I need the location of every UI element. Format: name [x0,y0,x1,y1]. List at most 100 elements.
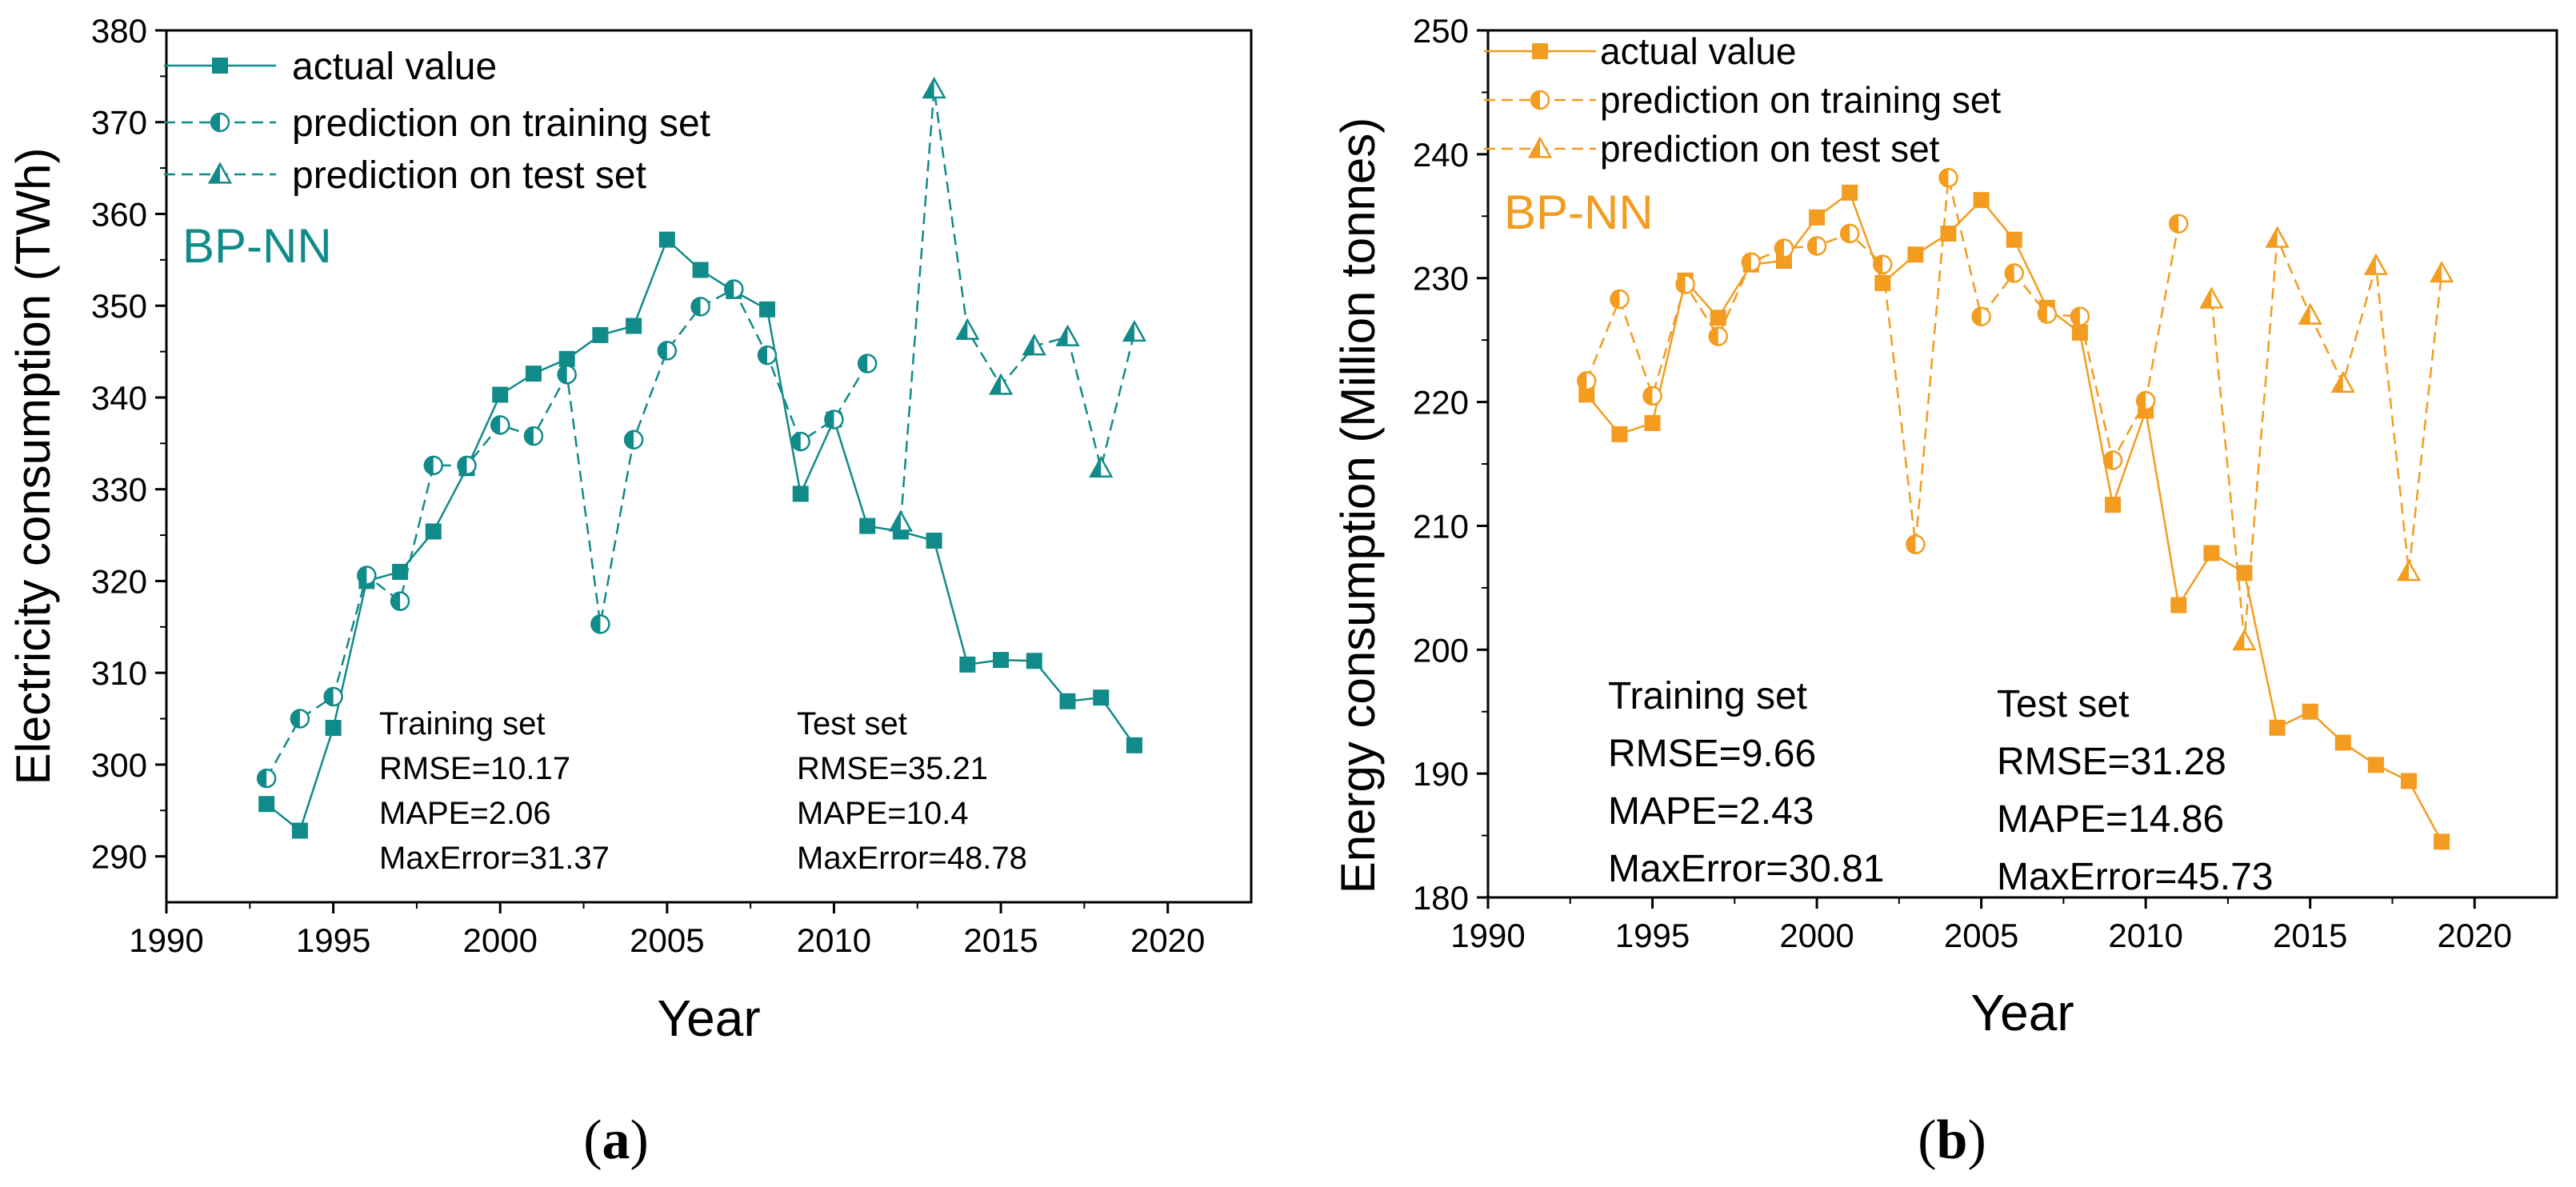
panel-b-x-axis-label: Year [1970,984,2074,1041]
legend-marker-half-triangle [207,162,233,184]
data-point-actual [2334,734,2351,751]
legend-label-training: prediction on training set [292,102,710,145]
data-point-actual [2401,773,2418,789]
y-tick-label: 190 [1413,755,1469,793]
data-point-test [1089,455,1114,478]
legend-label-training: prediction on training set [1600,79,2001,121]
data-point-test [1022,334,1046,356]
panel-b-chart: 1990 1995 2000 2005 2010 2015 2020 180 190 200 210… [1331,12,2558,1171]
data-point-test [2232,628,2257,651]
test-stats-rmse: RMSE=35.21 [797,751,988,786]
data-point-training [1642,386,1662,406]
data-point-training [256,768,277,789]
data-point-training [2102,450,2123,470]
data-point-actual [993,652,1010,669]
data-point-actual [291,822,308,839]
data-point-training [590,614,610,634]
y-tick-label: 360 [91,195,147,233]
data-point-actual [392,563,409,580]
data-point-actual [1710,310,1726,326]
data-point-actual [2071,324,2088,341]
x-tick-label: 1990 [129,921,203,959]
data-point-training [490,415,510,435]
panel-a-x-axis-label: Year [657,989,760,1047]
legend-label-actual: actual value [292,46,497,88]
data-point-actual [2367,757,2384,773]
panel-b-plot-frame [1486,29,2558,899]
y-tick-label: 380 [91,12,147,50]
data-point-test [2298,302,2322,325]
training-stats-heading: Training set [1608,675,1807,717]
data-point-training [657,341,678,361]
data-point-actual [1644,414,1661,431]
data-point-training [290,709,310,729]
test-stats-rmse: RMSE=31.28 [1997,741,2226,783]
y-tick-label: 240 [1413,136,1469,174]
x-tick-label: 2010 [797,921,871,959]
data-point-actual [2269,719,2286,736]
data-point-actual [1059,693,1076,709]
data-point-actual [525,366,542,382]
data-point-test [2330,370,2355,393]
data-point-actual [959,656,976,673]
y-tick-label: 370 [91,104,147,142]
test-stats-heading: Test set [797,706,907,741]
data-point-training [1938,168,1958,188]
data-point-test [2265,226,2290,248]
data-point-training [1971,306,1991,326]
panel-b-legend-actual: actual value [1484,30,1797,72]
x-tick-label: 2020 [2438,917,2512,954]
data-point-actual [792,486,809,502]
data-point-training [2037,304,2058,324]
data-point-training [2169,214,2189,234]
data-point-training [690,297,710,317]
test-stats-mape: MAPE=14.86 [1997,798,2224,841]
panel-a-test-stats: Test set RMSE=35.21 MAPE=10.4 MaxError=4… [797,706,1027,876]
data-point-training [1806,236,1827,256]
training-stats-rmse: RMSE=9.66 [1608,733,1816,775]
y-tick-label: 290 [91,838,147,876]
panel-a-ticks: 1990 1995 2000 2005 2010 2015 2020 290 300 310 320… [91,12,1205,959]
panel-a-model-label: BP-NN [182,219,332,273]
x-tick-label: 2005 [1944,917,2018,954]
legend-label-test: prediction on test set [292,154,646,197]
panel-a-chart: 1990 1995 2000 2005 2010 2015 2020 290 300 310 320… [6,12,1253,1171]
data-point-actual [626,318,642,334]
y-tick-label: 340 [91,379,147,417]
y-tick-label: 210 [1413,507,1469,545]
x-tick-label: 2000 [1779,917,1854,954]
data-point-test [988,373,1014,395]
panel-b-label: (b) [1918,1109,1986,1171]
data-point-actual [926,532,942,549]
panel-b-ticks: 1990 1995 2000 2005 2010 2015 2020 180 190 200 210… [1413,12,2512,954]
panel-b-model-label: BP-NN [1504,186,1654,239]
data-point-training [1741,252,1762,272]
data-point-test [922,76,946,99]
data-point-training [1708,326,1729,346]
series-line-1 [1586,178,2180,545]
data-point-actual [558,350,575,367]
data-point-actual [1940,225,1957,242]
panel-b-training-stats: Training set RMSE=9.66 MAPE=2.43 MaxErro… [1608,675,1885,890]
data-point-training [557,365,577,385]
y-tick-label: 200 [1413,631,1469,669]
data-point-actual [1874,274,1891,291]
x-tick-label: 1995 [296,921,370,959]
y-tick-label: 350 [91,287,147,325]
panel-a-training-stats: Training set RMSE=10.17 MAPE=2.06 MaxErr… [379,706,610,876]
legend-marker-half-circle [1530,90,1550,110]
data-point-training [1774,238,1794,258]
data-point-training [1577,370,1597,391]
x-tick-label: 1995 [1615,917,1690,954]
data-point-actual [425,523,442,540]
data-point-actual [2236,565,2253,582]
data-point-training [2070,306,2090,326]
data-point-actual [2006,231,2022,248]
data-point-training [523,426,544,446]
data-point-test [1055,324,1080,346]
x-tick-label: 2005 [630,921,704,959]
data-point-training [457,455,477,476]
data-point-training [2004,263,2024,283]
data-point-actual [2302,703,2318,720]
training-stats-maxerror: MaxError=31.37 [379,841,610,876]
